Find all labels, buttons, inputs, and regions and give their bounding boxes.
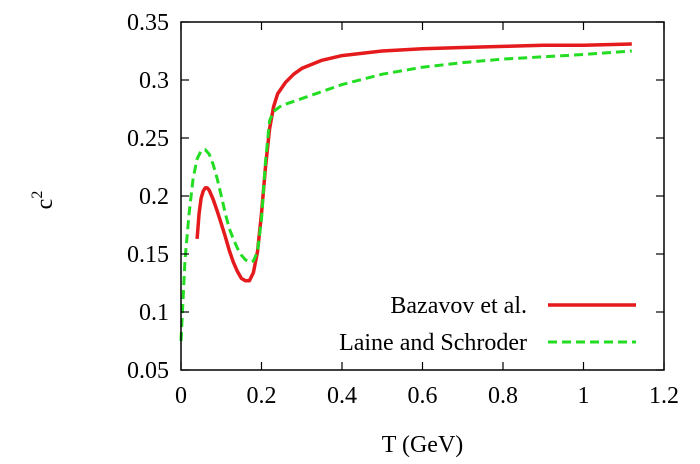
y-tick-label: 0.05 [127,358,169,384]
x-tick-label: 1.2 [649,383,679,409]
x-tick-label: 0.4 [327,383,357,409]
series-line-1 [195,42,632,283]
series-layer [179,42,632,342]
x-tick-label: 1 [578,383,590,409]
ticks-layer: 0 0.2 0.4 0.6 0.8 1 1.2 0.05 0.1 0.15 0.2 0.25 0.3 0.… [127,10,679,409]
series-line-2 [179,49,632,342]
y-tick-label: 0.1 [139,300,169,326]
x-axis-label: T (GeV) [382,432,464,458]
legend: Bazavov et al. Laine and Schroder [339,293,636,356]
y-tick-label: 0.25 [127,126,169,152]
y-axis-label: c2 [29,191,58,210]
y-axis-label-base: c [32,199,58,210]
x-tick-label: 0.6 [408,383,438,409]
x-tick-label: 0.8 [488,383,518,409]
y-tick-label: 0.15 [127,242,169,268]
y-tick-label: 0.3 [139,68,169,94]
x-tick-label: 0 [175,383,187,409]
y-axis-label-superscript: 2 [29,191,46,199]
y-tick-label: 0.2 [139,184,169,210]
y-tick-label: 0.35 [127,10,169,36]
legend-label-1: Bazavov et al. [390,293,527,319]
x-tick-label: 0.2 [247,383,277,409]
legend-label-2: Laine and Schroder [339,330,527,356]
